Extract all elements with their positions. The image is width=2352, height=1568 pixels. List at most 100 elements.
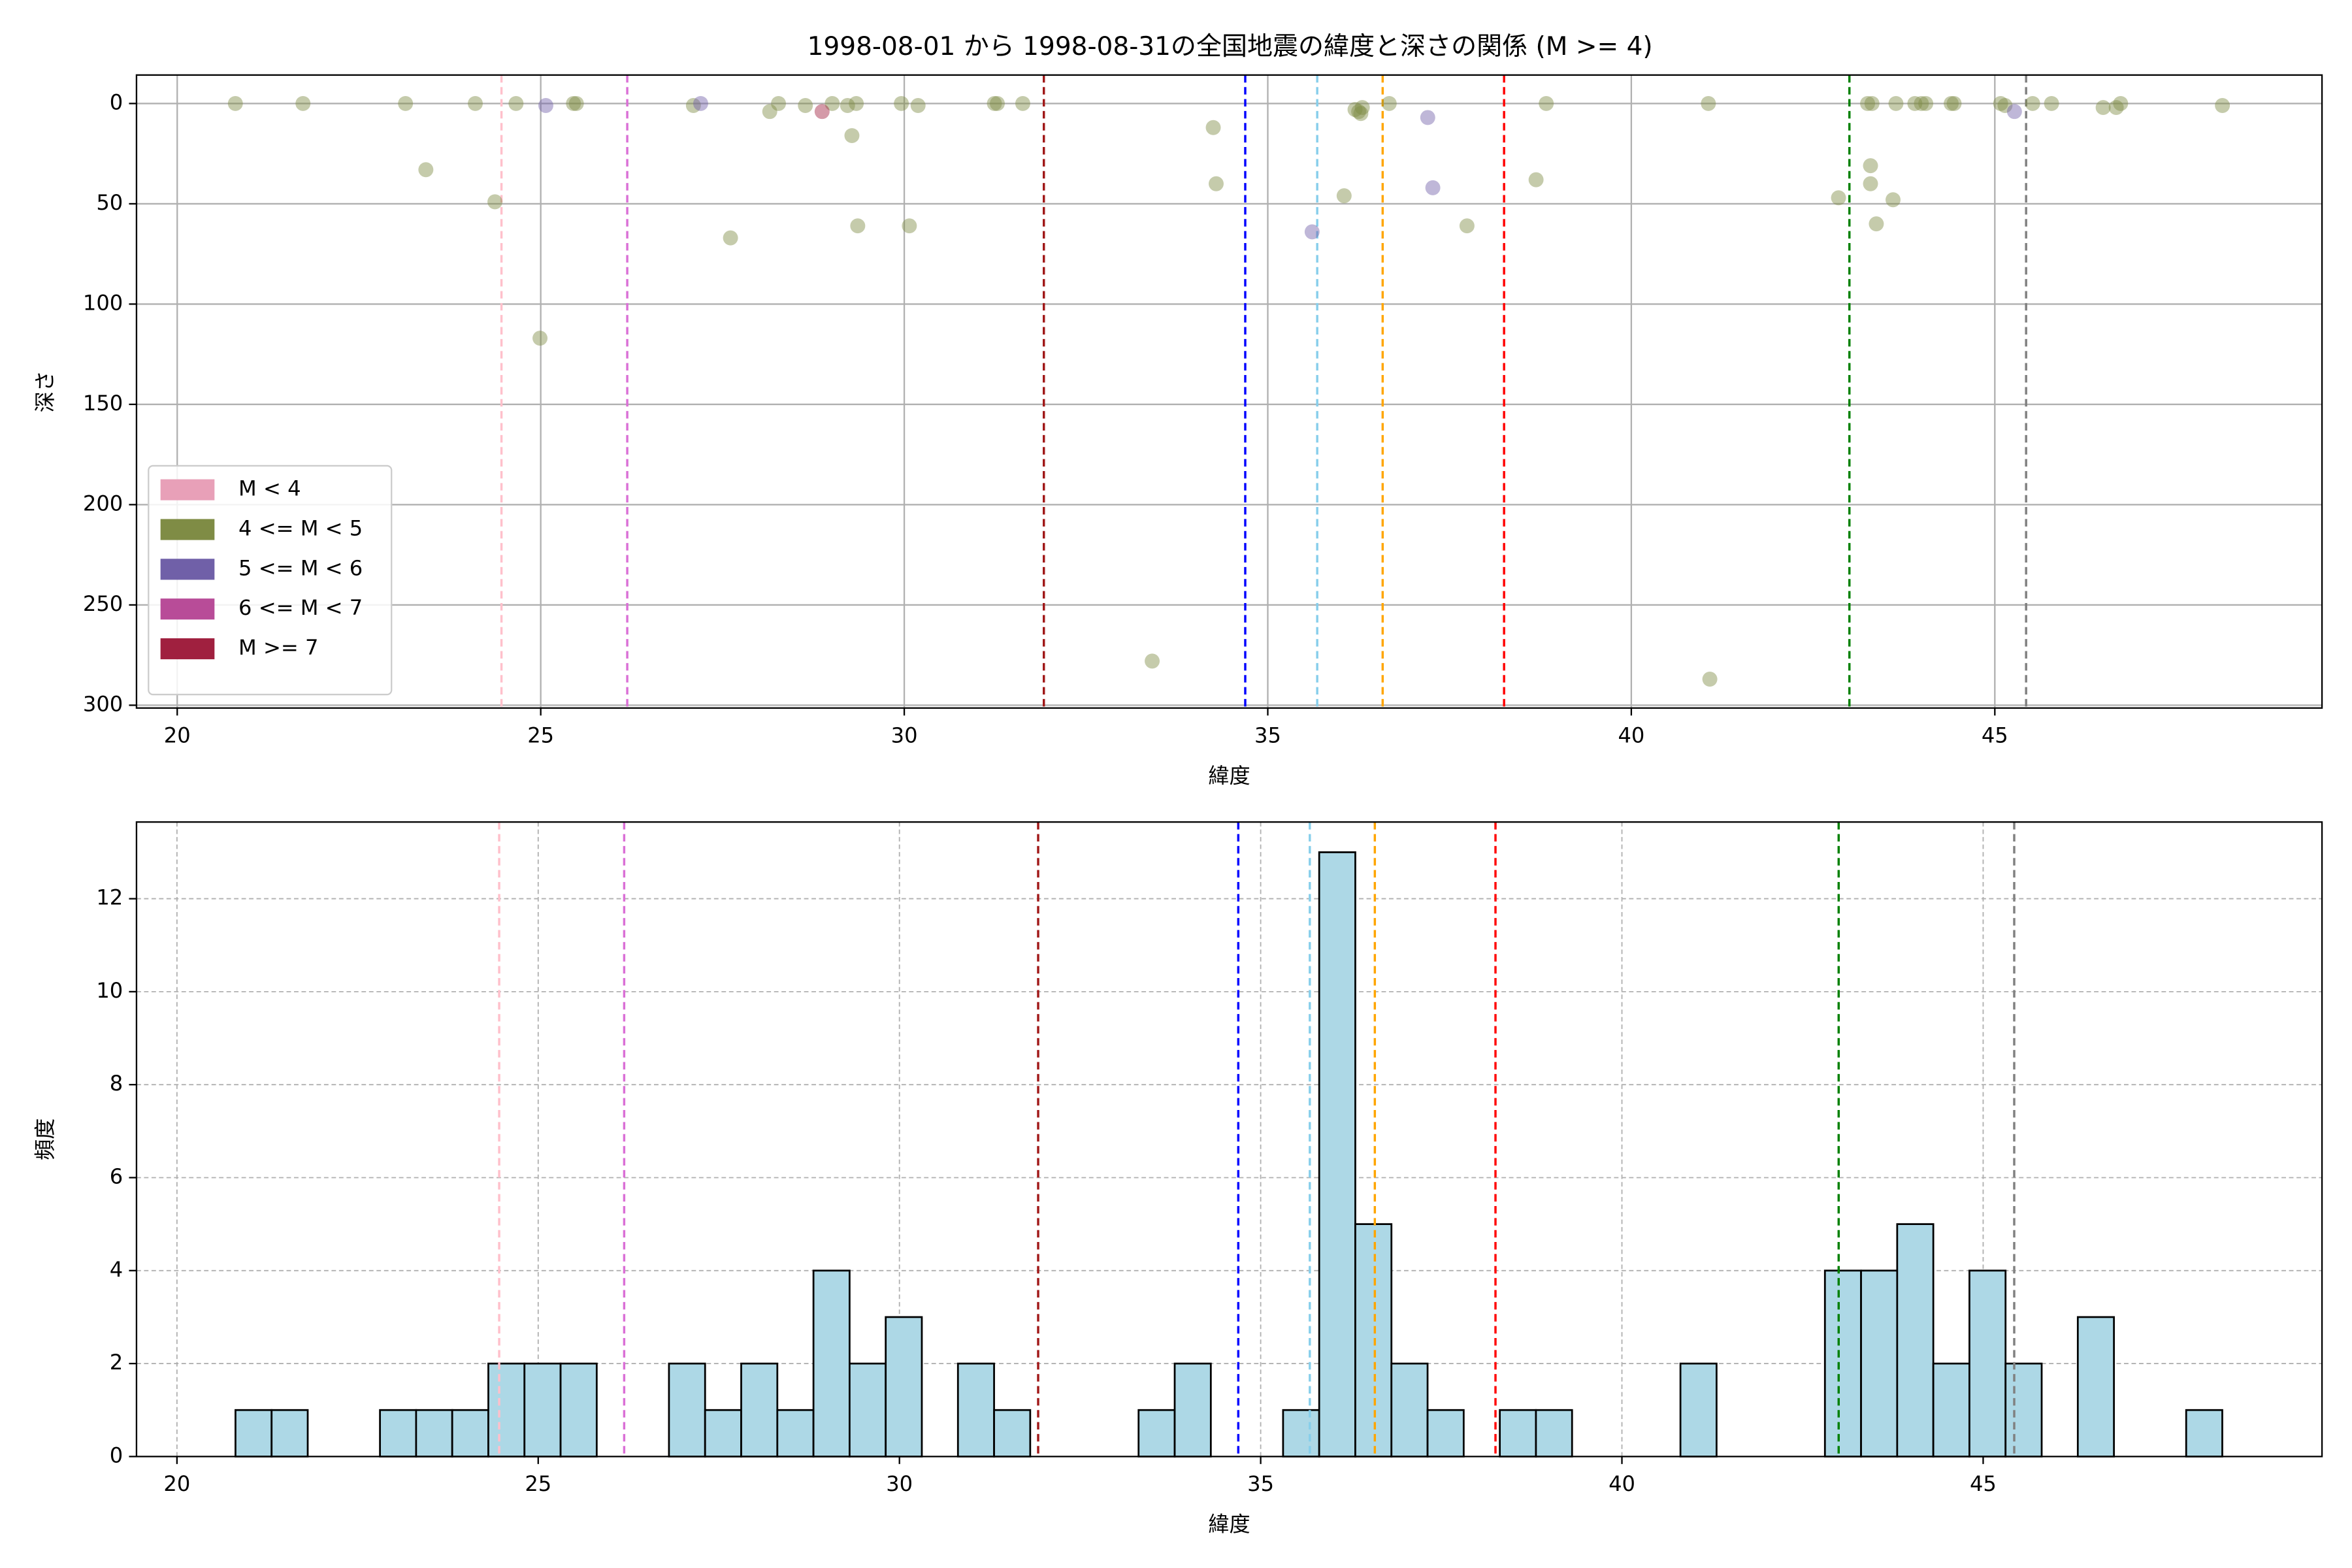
point xyxy=(771,95,787,111)
x-tick-label: 45 xyxy=(1970,1471,1997,1496)
y-tick-label: 0 xyxy=(110,1443,123,1467)
x-tick-label: 30 xyxy=(891,723,918,747)
point xyxy=(1701,95,1716,111)
point xyxy=(1993,95,2008,111)
point xyxy=(538,98,553,113)
point xyxy=(762,104,777,120)
bar xyxy=(415,1409,453,1458)
point xyxy=(468,95,483,111)
point xyxy=(798,98,813,113)
point xyxy=(1886,192,1901,208)
plot-frame xyxy=(135,74,2323,709)
legend-label: M >= 7 xyxy=(238,635,318,660)
x-tick-label: 30 xyxy=(886,1471,913,1496)
point xyxy=(1205,120,1221,135)
legend-swatch xyxy=(160,598,215,620)
point xyxy=(568,95,584,111)
point xyxy=(723,230,738,246)
point xyxy=(1353,106,1369,122)
bar xyxy=(1535,1409,1573,1458)
y-axis-label: 頻度 xyxy=(33,1119,57,1160)
point xyxy=(693,95,708,111)
point xyxy=(2113,95,2129,111)
x-tick-label: 20 xyxy=(164,723,191,747)
x-tick-label: 20 xyxy=(163,1471,190,1496)
point xyxy=(1946,95,1962,111)
point xyxy=(1888,95,1904,111)
point xyxy=(418,162,434,178)
y-axis-label: 深さ xyxy=(33,370,57,412)
point xyxy=(1864,95,1880,111)
point xyxy=(2025,95,2040,111)
bar xyxy=(1282,1409,1320,1458)
point xyxy=(532,331,548,346)
bar xyxy=(1318,851,1356,1458)
x-tick-label: 25 xyxy=(525,1471,551,1496)
bar xyxy=(1968,1269,2007,1458)
point xyxy=(2006,104,2022,120)
legend-label: 4 <= M < 5 xyxy=(238,515,363,540)
y-tick-label: 2 xyxy=(110,1350,123,1375)
point xyxy=(1420,110,1435,125)
point xyxy=(825,95,840,111)
point xyxy=(849,95,864,111)
point xyxy=(1425,180,1441,195)
point xyxy=(2044,95,2059,111)
chart-title: 1998-08-01 から 1998-08-31の全国地震の緯度と深さの関係 (… xyxy=(808,32,1653,61)
y-tick-label: 8 xyxy=(110,1071,123,1096)
point xyxy=(2095,100,2111,116)
point xyxy=(1944,95,1959,111)
y-tick-label: 250 xyxy=(83,591,123,616)
y-tick-label: 4 xyxy=(110,1257,123,1282)
bar xyxy=(2185,1409,2223,1458)
point xyxy=(1918,95,1934,111)
bar xyxy=(1499,1409,1537,1458)
x-tick-label: 35 xyxy=(1254,723,1281,747)
y-tick-label: 50 xyxy=(96,190,123,215)
bar xyxy=(523,1362,562,1458)
point xyxy=(1304,224,1320,240)
bar xyxy=(559,1362,598,1458)
y-tick-label: 200 xyxy=(83,491,123,515)
point xyxy=(902,218,917,234)
point xyxy=(910,98,926,113)
bar xyxy=(1137,1409,1176,1458)
point xyxy=(1459,218,1475,234)
bar xyxy=(993,1409,1032,1458)
bar xyxy=(885,1316,923,1458)
x-axis-label: 緯度 xyxy=(1208,1512,1250,1537)
point xyxy=(1914,95,1929,111)
point xyxy=(894,95,909,111)
x-tick-label: 25 xyxy=(527,723,554,747)
point xyxy=(566,95,581,111)
bar xyxy=(1860,1269,1899,1458)
bar xyxy=(379,1409,417,1458)
bar xyxy=(668,1362,706,1458)
y-tick-label: 12 xyxy=(96,885,123,910)
bar xyxy=(1679,1362,1718,1458)
point xyxy=(1860,95,1876,111)
bar xyxy=(487,1362,526,1458)
bar xyxy=(270,1409,309,1458)
bar xyxy=(849,1362,887,1458)
bar xyxy=(1896,1223,1935,1458)
point xyxy=(227,95,243,111)
x-tick-label: 40 xyxy=(1609,1471,1635,1496)
bar xyxy=(776,1409,815,1458)
point xyxy=(1863,158,1878,174)
point xyxy=(398,95,414,111)
point xyxy=(1869,216,1884,232)
x-tick-label: 40 xyxy=(1618,723,1644,747)
point xyxy=(987,95,1002,111)
y-tick-label: 6 xyxy=(110,1164,123,1188)
point xyxy=(1351,104,1367,120)
point xyxy=(850,218,866,234)
point xyxy=(1997,98,2013,113)
y-tick-label: 0 xyxy=(110,90,123,114)
point xyxy=(1208,176,1224,191)
bar xyxy=(1426,1409,1465,1458)
y-tick-label: 10 xyxy=(96,978,123,1003)
